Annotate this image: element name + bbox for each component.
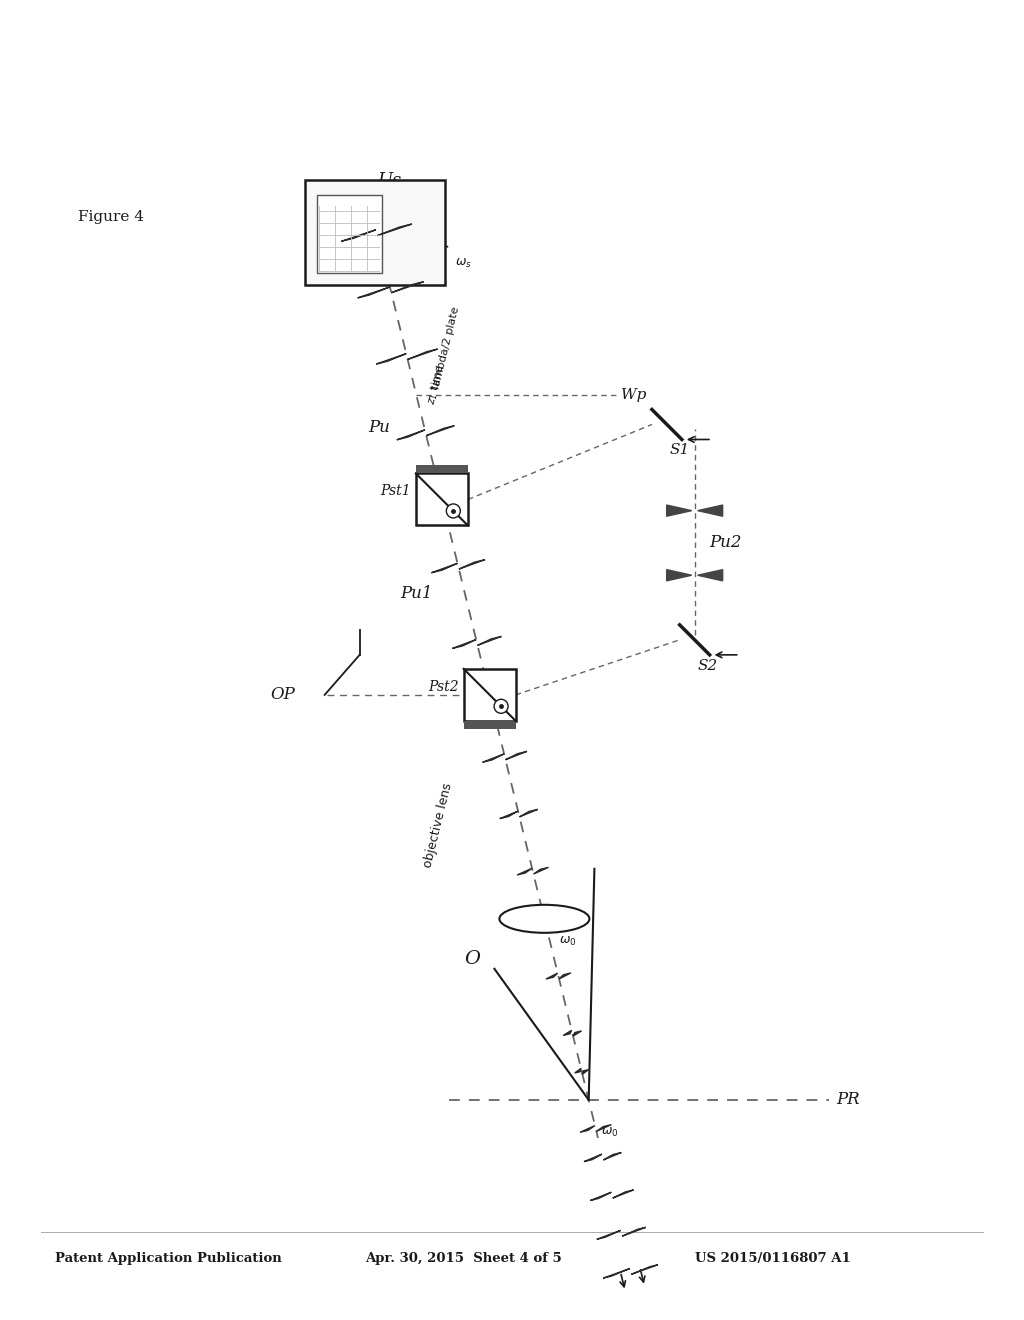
Circle shape [446,504,461,517]
Text: Pu: Pu [368,418,390,436]
Text: US 2015/0116807 A1: US 2015/0116807 A1 [695,1251,851,1265]
Text: PR: PR [837,1092,860,1109]
Text: Pst2: Pst2 [428,680,459,694]
Polygon shape [580,1126,595,1133]
Bar [416,474,468,525]
Polygon shape [559,973,570,979]
Text: Wp: Wp [622,388,646,401]
Text: Patent Application Publication: Patent Application Publication [55,1251,282,1265]
Polygon shape [603,1152,622,1160]
Polygon shape [584,1154,602,1162]
Polygon shape [477,636,502,645]
Ellipse shape [500,904,590,933]
Polygon shape [603,1269,630,1278]
Polygon shape [357,286,390,298]
Polygon shape [596,1125,611,1131]
Bar [305,180,445,285]
Text: $z_1$ time: $z_1$ time [424,363,447,407]
Polygon shape [534,867,549,874]
Polygon shape [573,1031,582,1036]
Text: Apr. 30, 2015  Sheet 4 of 5: Apr. 30, 2015 Sheet 4 of 5 [365,1251,562,1265]
Polygon shape [453,639,476,648]
Bar [416,466,468,474]
Text: OP: OP [270,686,295,704]
Polygon shape [667,506,691,516]
Text: Figure 4: Figure 4 [78,210,144,224]
Polygon shape [397,430,425,440]
Polygon shape [378,224,412,235]
Text: $\omega_0$: $\omega_0$ [559,935,577,948]
Polygon shape [612,1189,634,1199]
Polygon shape [500,810,518,818]
Circle shape [495,700,508,713]
Polygon shape [426,426,455,436]
Text: S1: S1 [670,444,690,458]
Polygon shape [563,1030,571,1035]
Polygon shape [622,1228,646,1237]
Text: $\omega_0$: $\omega_0$ [601,1126,618,1139]
Polygon shape [597,1230,621,1239]
Polygon shape [459,560,485,569]
Polygon shape [667,570,691,581]
Polygon shape [632,1265,658,1274]
Polygon shape [506,751,527,760]
Text: Pu2: Pu2 [709,533,741,550]
Polygon shape [574,1068,581,1073]
Polygon shape [431,564,458,573]
Text: $\omega_s$: $\omega_s$ [455,257,472,271]
Polygon shape [519,809,538,817]
Polygon shape [697,506,723,516]
Polygon shape [391,281,424,293]
Polygon shape [697,570,723,581]
Polygon shape [517,869,532,875]
Polygon shape [583,1069,589,1074]
Polygon shape [408,348,437,359]
Text: O: O [465,950,480,968]
Polygon shape [482,754,504,762]
Text: Pst1: Pst1 [380,484,411,499]
Polygon shape [376,354,407,364]
Bar [464,721,516,729]
Text: Us: Us [377,172,401,190]
Bar [464,669,516,721]
Bar [317,195,382,273]
Text: objective lens: objective lens [422,781,455,869]
Polygon shape [546,973,558,979]
Polygon shape [341,230,376,242]
Text: Pu1: Pu1 [399,585,432,602]
Text: lambda/2 plate: lambda/2 plate [431,305,462,389]
Text: S2: S2 [697,659,718,673]
Polygon shape [591,1192,611,1200]
